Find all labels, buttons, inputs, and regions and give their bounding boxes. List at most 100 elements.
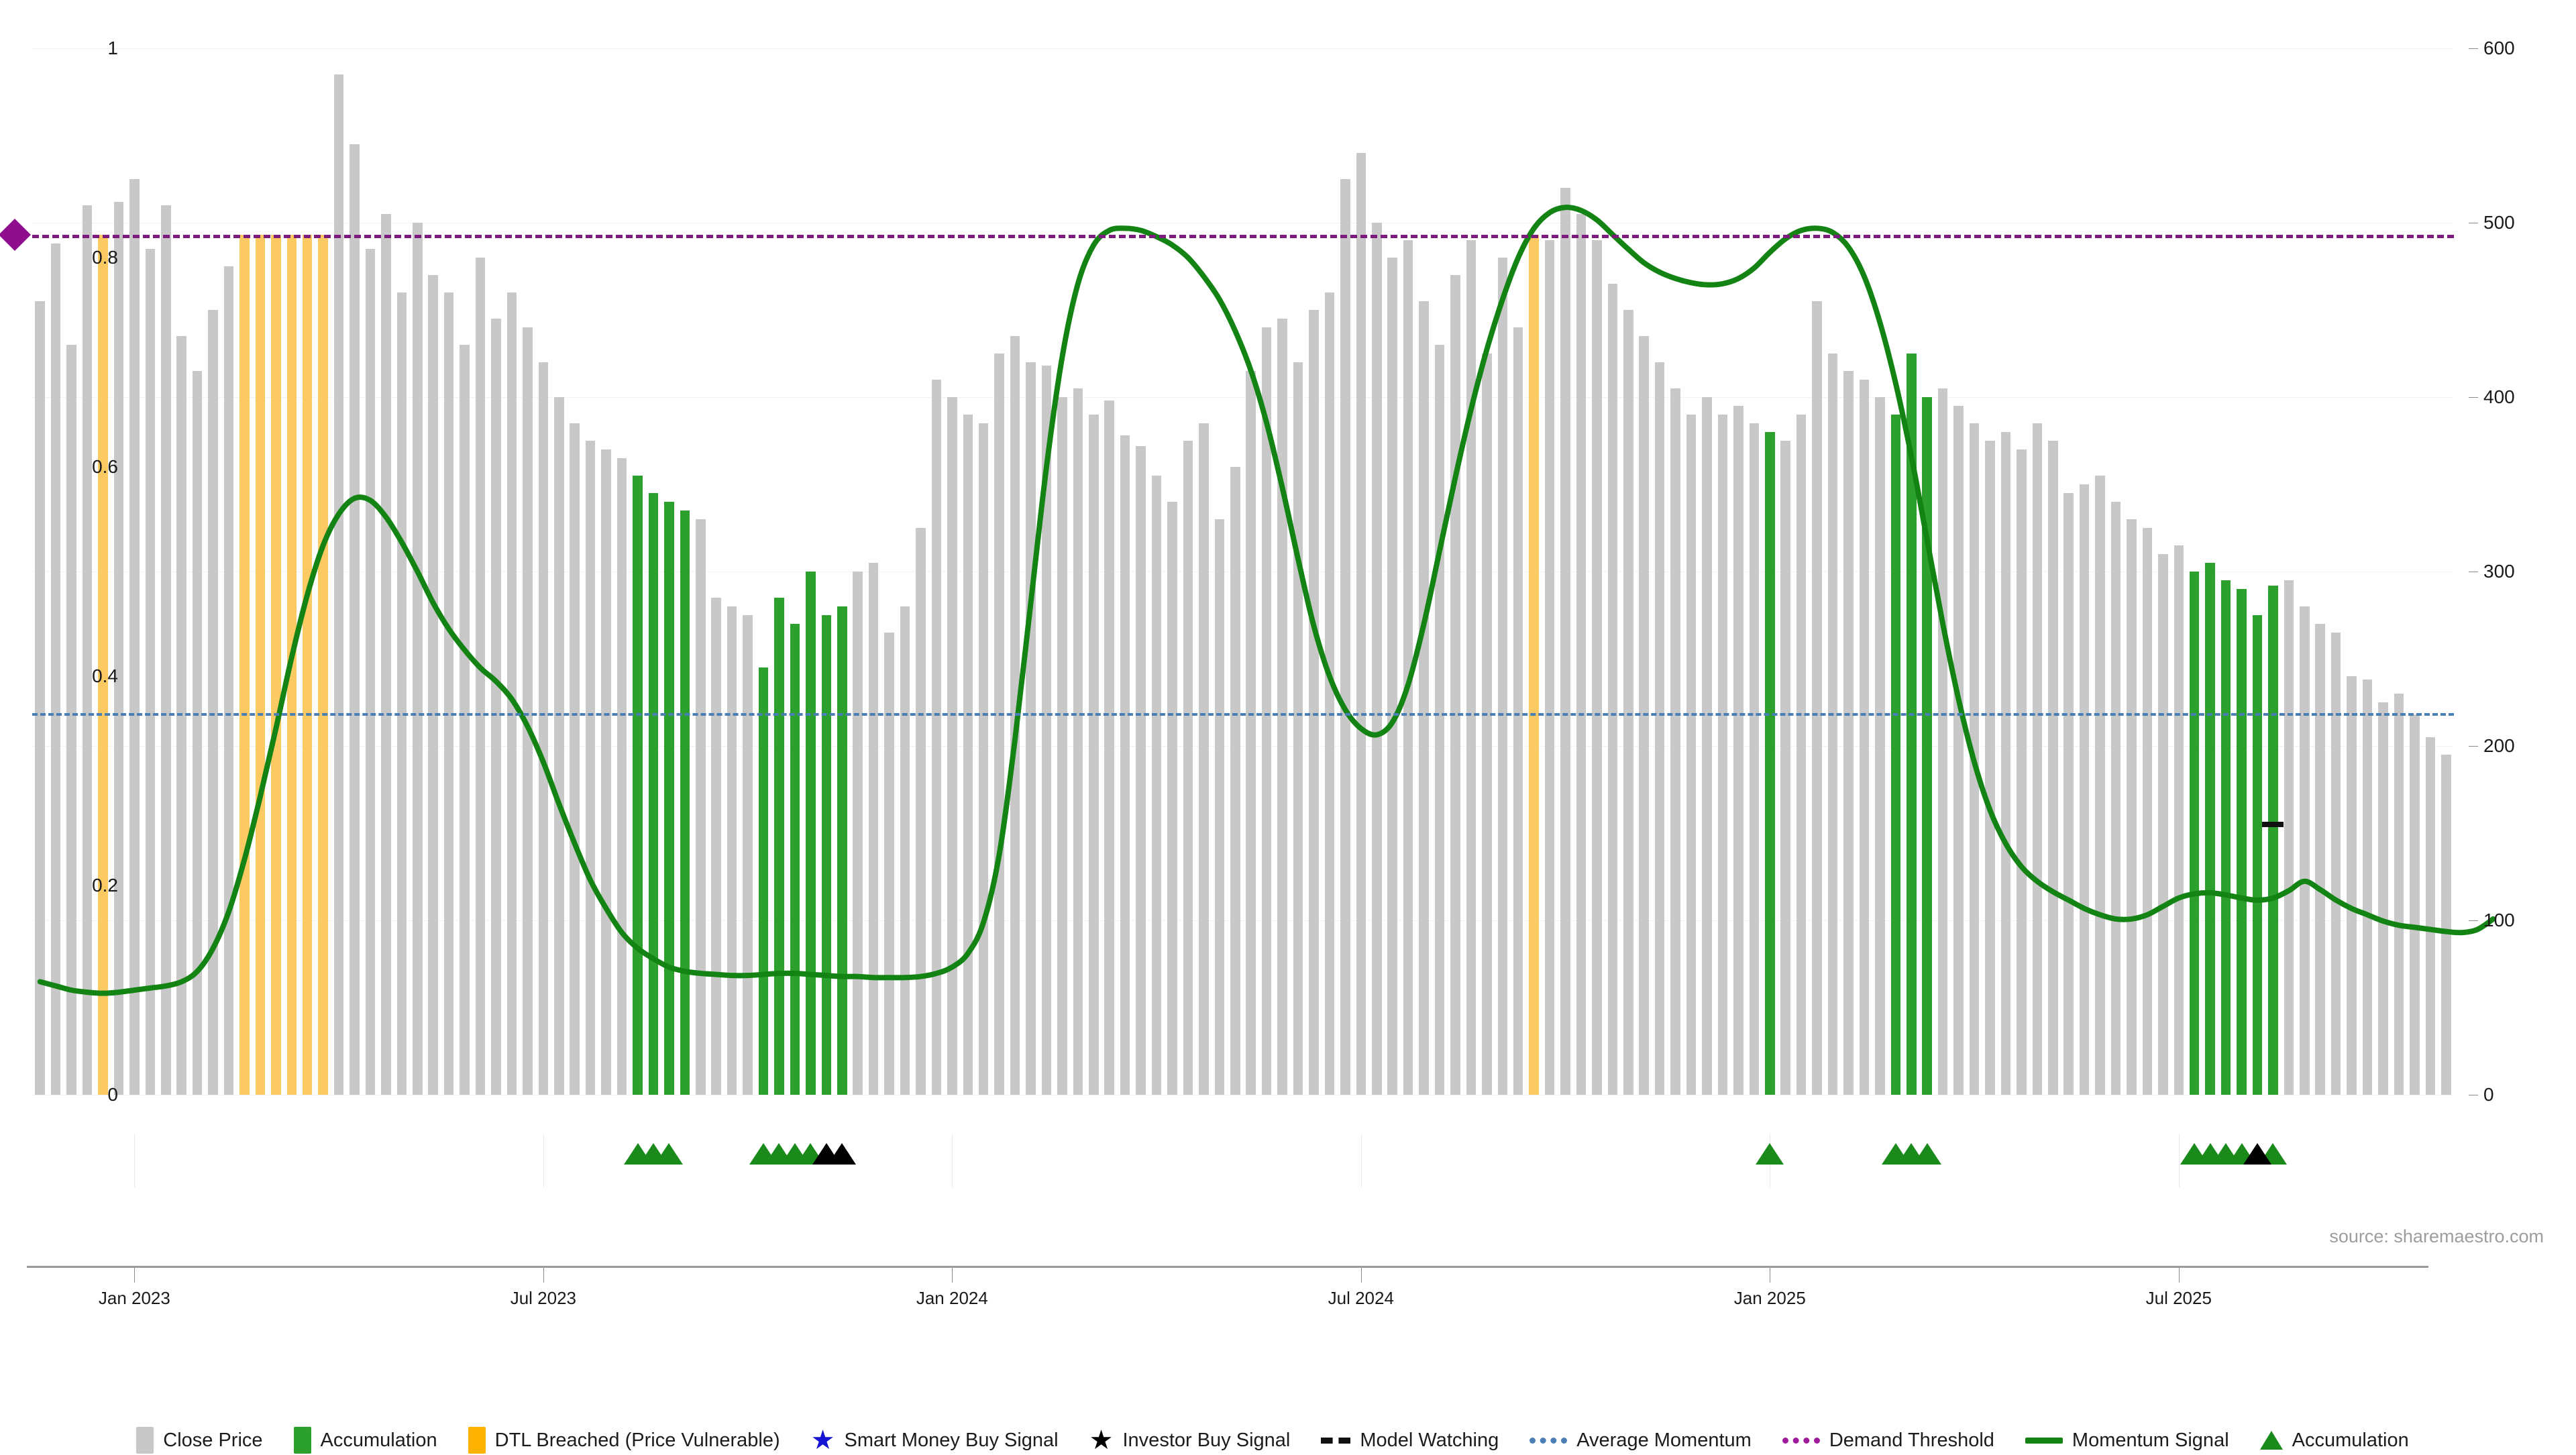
dotted-line-icon (1529, 1437, 1568, 1444)
legend-swatch-square-icon (468, 1427, 486, 1454)
bar-close-price (1167, 502, 1177, 1095)
momentum-signal-line (37, 205, 2496, 996)
bar-accumulation (790, 624, 800, 1095)
y-axis-right-tick (2469, 746, 2478, 747)
bar-close-price (1482, 354, 1492, 1095)
bar-close-price (853, 572, 863, 1095)
legend-model-watching[interactable]: Model Watching (1321, 1430, 1499, 1452)
bar-close-price (1827, 354, 1838, 1095)
bar-close-price (475, 258, 486, 1095)
bar-close-price (1654, 362, 1665, 1095)
bar-close-price (2410, 714, 2420, 1095)
bar-close-price (1796, 415, 1807, 1095)
legend-demand-threshold[interactable]: Demand Threshold (1782, 1430, 1994, 1452)
bar-close-price (428, 275, 439, 1095)
average-momentum-line (32, 712, 2454, 716)
bar-close-price (1120, 435, 1130, 1095)
dashed-line-icon (1321, 1437, 1351, 1444)
marker-lane-gridline (1360, 1134, 1362, 1187)
y-axis-left-tick-label: 1 (107, 38, 118, 58)
bar-close-price (1812, 301, 1822, 1095)
bar-close-price (1607, 284, 1618, 1095)
bar-close-price (2284, 580, 2294, 1095)
bar-close-price (460, 345, 470, 1095)
bar-close-price (2315, 624, 2325, 1095)
x-axis-tick-label: Jul 2025 (2145, 1288, 2212, 1308)
bar-close-price (2127, 519, 2137, 1095)
legend-accumulation-bar[interactable]: Accumulation (293, 1427, 437, 1454)
x-axis-tick-label: Jul 2023 (510, 1288, 576, 1308)
x-axis-tick-label: Jan 2025 (1733, 1288, 1806, 1308)
bar-close-price (129, 179, 140, 1095)
bar-close-price (1104, 400, 1114, 1095)
bar-dtl-breached (239, 234, 250, 1095)
bar-close-price (711, 598, 721, 1095)
bar-close-price (2000, 432, 2011, 1095)
bar-close-price (491, 319, 501, 1095)
bar-close-price (1875, 397, 1885, 1095)
bar-close-price (900, 606, 910, 1095)
legend-label: Momentum Signal (2072, 1429, 2229, 1451)
bar-close-price (1670, 388, 1680, 1095)
legend-investor-buy[interactable]: ★ Investor Buy Signal (1089, 1427, 1291, 1454)
y-axis-right-tick (2469, 920, 2478, 921)
bar-close-price (1466, 240, 1477, 1095)
bar-close-price (1937, 388, 1948, 1095)
legend-average-momentum[interactable]: Average Momentum (1529, 1430, 1752, 1452)
bar-accumulation (664, 502, 674, 1095)
bar-close-price (1576, 214, 1587, 1095)
bar-close-price (1686, 415, 1697, 1095)
bar-close-price (2425, 737, 2436, 1095)
model-watching-marker (2262, 822, 2284, 832)
accumulation-marker (1756, 1143, 1784, 1165)
bar-close-price (396, 292, 407, 1095)
bar-dtl-breached (255, 234, 266, 1095)
bar-close-price (1136, 445, 1146, 1095)
bar-close-price (947, 397, 957, 1095)
legend-label: Demand Threshold (1829, 1429, 1994, 1451)
bar-accumulation (648, 493, 659, 1095)
bar-accumulation (1890, 415, 1901, 1095)
bar-close-price (1151, 476, 1162, 1095)
bar-close-price (554, 397, 564, 1095)
bar-close-price (538, 362, 549, 1095)
bar-close-price (1309, 310, 1319, 1095)
bar-close-price (2047, 441, 2058, 1095)
bar-close-price (2300, 606, 2310, 1095)
bar-close-price (2174, 545, 2184, 1095)
bar-close-price (50, 244, 61, 1095)
bar-close-price (1623, 310, 1633, 1095)
legend-smart-money[interactable]: ★ Smart Money Buy Signal (811, 1427, 1059, 1454)
legend-momentum-signal[interactable]: Momentum Signal (2025, 1430, 2229, 1452)
bar-close-price (208, 310, 218, 1095)
legend-label: DTL Breached (Price Vulnerable) (494, 1429, 780, 1451)
bar-close-price (2063, 493, 2074, 1095)
bar-accumulation (1906, 354, 1917, 1095)
y-axis-right-tick-label: 200 (2483, 735, 2515, 756)
legend-label: Investor Buy Signal (1122, 1429, 1291, 1451)
plot-inner (32, 48, 2454, 1095)
legend-close-price[interactable]: Close Price (136, 1427, 263, 1454)
legend-accumulation-marker[interactable]: Accumulation (2259, 1430, 2409, 1452)
bar-close-price (585, 441, 596, 1095)
signal-marker-lane (32, 1134, 2454, 1187)
bar-close-price (82, 205, 93, 1095)
bar-close-price (1340, 179, 1350, 1095)
bar-dtl-breached (98, 234, 108, 1095)
legend-dtl-breached[interactable]: DTL Breached (Price Vulnerable) (468, 1427, 780, 1454)
bar-close-price (1387, 258, 1397, 1095)
bar-close-price (1277, 319, 1287, 1095)
bar-close-price (2095, 476, 2105, 1095)
bar-dtl-breached (1529, 234, 1539, 1095)
bar-close-price (1183, 441, 1193, 1095)
gridline (32, 920, 2454, 921)
bar-close-price (1199, 423, 1209, 1095)
momentum-signal-path (37, 205, 2496, 996)
legend-label: Average Momentum (1576, 1429, 1752, 1451)
bar-accumulation (2252, 615, 2263, 1095)
bar-close-price (223, 266, 234, 1095)
bar-close-price (1702, 397, 1712, 1095)
accumulation-marker (655, 1143, 684, 1165)
bar-close-price (1497, 258, 1508, 1095)
bar-close-price (1214, 519, 1225, 1095)
